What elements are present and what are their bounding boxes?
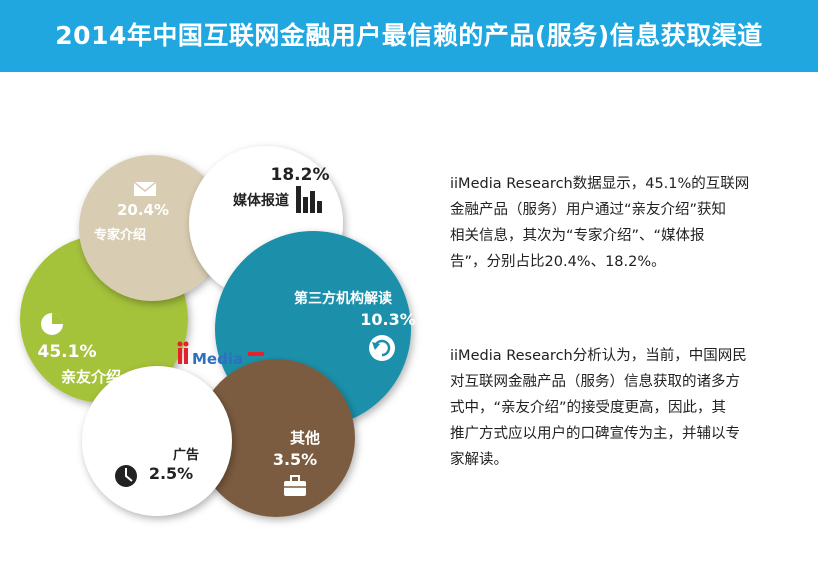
pie-chart-icon xyxy=(41,313,63,335)
page-title: 2014年中国互联网金融用户最信赖的产品(服务)信息获取渠道 xyxy=(55,21,763,50)
paragraph-line: 家解读。 xyxy=(450,452,508,468)
paragraph-line: iiMedia Research数据显示，45.1%的互联网 xyxy=(450,176,750,192)
category-label-experts: 专家介绍 xyxy=(94,227,146,243)
value-label-media: 18.2% xyxy=(271,165,330,185)
category-label-media: 媒体报道 xyxy=(232,192,289,209)
value-label-ads: 2.5% xyxy=(149,464,193,483)
category-label-ads: 广告 xyxy=(173,447,199,463)
category-label-friends: 亲友介绍 xyxy=(61,368,121,386)
chart-area: 45.1% 亲友介绍 20.4% 专家介绍 18.2% 媒体报道第三方机构解读 10.3% 其… xyxy=(0,72,440,563)
paragraph-line: 推广方式应以用户的口碑宣传为主，并辅以专 xyxy=(450,426,740,442)
value-label-third-party: 10.3% xyxy=(360,310,416,329)
envelope-icon xyxy=(133,181,157,196)
paragraph-line: 金融产品（服务）用户通过“亲友介绍”获知 xyxy=(450,202,727,218)
value-label-other: 3.5% xyxy=(273,450,317,469)
clock-icon xyxy=(115,465,137,487)
slice-other xyxy=(197,359,355,517)
analysis-paragraph-2: iiMedia Research分析认为，当前，中国网民 对互联网金融产品（服务… xyxy=(450,343,790,473)
bar-chart-icon xyxy=(296,186,322,213)
value-label-friends: 45.1% xyxy=(38,342,97,362)
refresh-cycle-icon xyxy=(369,335,395,361)
paragraph-line: iiMedia Research分析认为，当前，中国网民 xyxy=(450,348,747,364)
slice-experts xyxy=(79,155,225,301)
analysis-paragraph-1: iiMedia Research数据显示，45.1%的互联网 金融产品（服务）用… xyxy=(450,171,790,275)
iimedia-logo: Media xyxy=(177,341,264,368)
paragraph-line: 式中，“亲友介绍”的接受度更高，因此，其 xyxy=(450,400,727,416)
briefcase-icon xyxy=(284,475,306,496)
paragraph-line: 告”，分别占比20.4%、18.2%。 xyxy=(450,254,666,270)
slice-ads xyxy=(82,366,232,516)
paragraph-line: 对互联网金融产品（服务）信息获取的诸多方 xyxy=(450,374,740,390)
category-label-other: 其他 xyxy=(290,429,320,447)
header-banner: 2014年中国互联网金融用户最信赖的产品(服务)信息获取渠道 xyxy=(0,0,818,72)
logo-text: Media xyxy=(192,350,243,368)
category-label-third-party: 第三方机构解读 xyxy=(294,290,392,307)
paragraph-line: 相关信息，其次为“专家介绍”、“媒体报 xyxy=(450,228,705,244)
value-label-experts: 20.4% xyxy=(117,201,169,219)
